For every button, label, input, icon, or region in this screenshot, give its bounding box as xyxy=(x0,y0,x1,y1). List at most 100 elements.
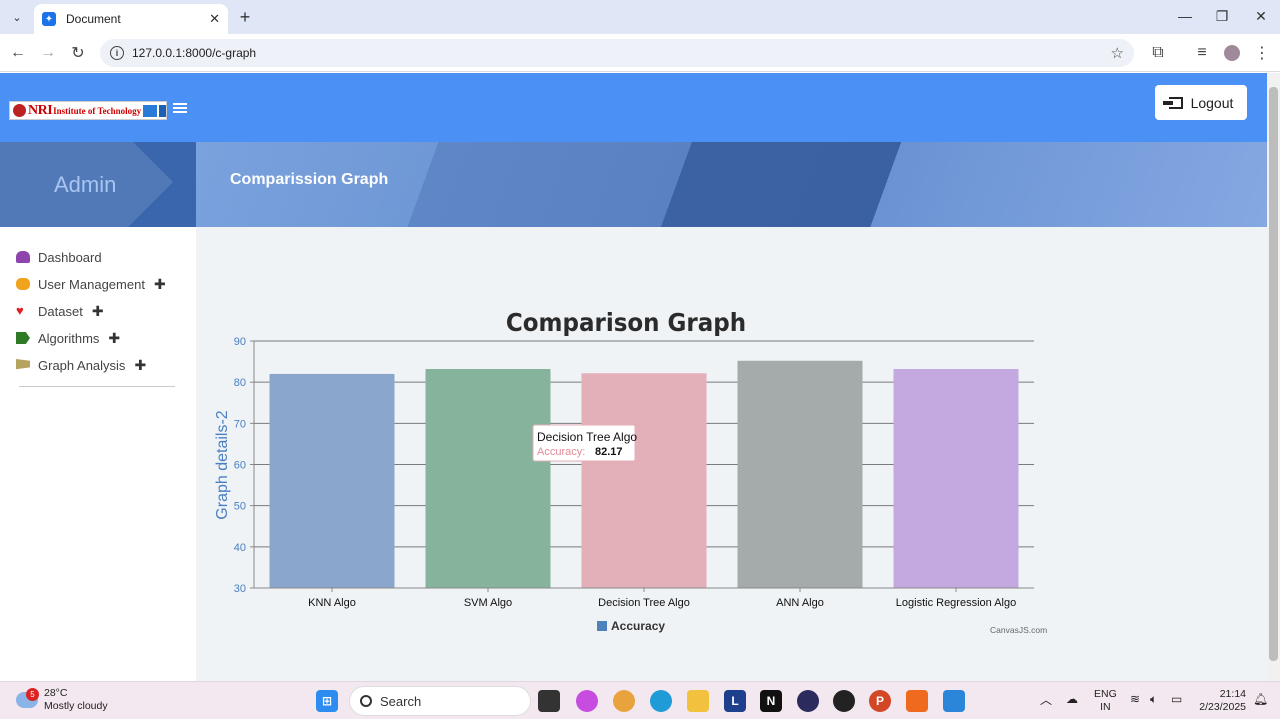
x-tick-label: ANN Algo xyxy=(776,597,824,609)
chart-legend[interactable]: Accuracy xyxy=(597,619,665,633)
admin-banner: Admin xyxy=(0,142,196,227)
new-tab-icon[interactable]: + xyxy=(239,6,251,27)
reload-icon[interactable]: ↻ xyxy=(71,45,85,62)
eclipse-icon[interactable] xyxy=(797,690,819,712)
cloud-icon: 5 xyxy=(16,688,39,708)
tooltip-category: Decision Tree Algo xyxy=(537,430,637,444)
notifications-bell-icon[interactable]: 🔔︎ xyxy=(1253,692,1269,706)
browser-tab[interactable]: ✦ Document ✕ xyxy=(34,4,228,34)
sidebar-item-label: Dataset xyxy=(38,303,83,319)
forward-icon[interactable]: → xyxy=(40,44,56,61)
browser-menu-icon[interactable]: ⋮ xyxy=(1254,45,1270,62)
minimize-icon[interactable]: — xyxy=(1178,8,1192,24)
tooltip-value: 82.17 xyxy=(595,446,623,458)
y-tick-label: 90 xyxy=(234,336,246,348)
maximize-icon[interactable]: ❐ xyxy=(1215,7,1229,24)
y-tick-label: 80 xyxy=(234,377,246,389)
site-info-icon[interactable]: i xyxy=(110,46,124,60)
back-icon[interactable]: ← xyxy=(10,44,26,61)
language-indicator[interactable]: ENG IN xyxy=(1094,688,1117,714)
page-scrollbar[interactable] xyxy=(1267,73,1280,681)
bookmark-star-icon[interactable]: ☆ xyxy=(1110,45,1124,62)
powerpoint-icon[interactable]: P xyxy=(869,690,891,712)
tab-favicon-icon: ✦ xyxy=(42,12,56,26)
wifi-icon[interactable]: ≋ xyxy=(1130,692,1141,706)
logo-text-secondary: Institute of Technology xyxy=(53,105,142,116)
y-tick-label: 60 xyxy=(234,460,246,472)
expand-plus-icon[interactable]: ✚ xyxy=(153,275,166,292)
address-bar[interactable]: i 127.0.0.1:8000/c-graph ☆ xyxy=(100,39,1134,67)
edge-icon[interactable] xyxy=(650,690,672,712)
weather-widget[interactable]: 5 28°C Mostly cloudy xyxy=(16,687,108,713)
onedrive-icon[interactable]: ☁ xyxy=(1066,692,1078,706)
hamburger-menu-icon[interactable] xyxy=(173,101,187,115)
tab-search-chevron-icon[interactable]: ⌄ xyxy=(12,11,22,24)
y-tick-label: 70 xyxy=(234,418,246,430)
institute-logo[interactable]: NRI Institute of Technology xyxy=(9,101,167,120)
app-l-icon[interactable]: L xyxy=(724,690,746,712)
tab-close-icon[interactable]: ✕ xyxy=(209,11,220,26)
show-hidden-icons-icon[interactable]: ︿ xyxy=(1040,693,1053,707)
media-control-icon[interactable]: ≡ xyxy=(1197,44,1207,61)
expand-plus-icon[interactable]: ✚ xyxy=(134,356,147,373)
chart-bar[interactable] xyxy=(425,368,551,588)
legend-label: Accuracy xyxy=(611,619,665,633)
language-code: ENG xyxy=(1094,688,1117,700)
expand-plus-icon[interactable]: ✚ xyxy=(108,329,121,346)
sidebar-item-dashboard[interactable]: Dashboard xyxy=(16,247,102,267)
chart-credit[interactable]: CanvasJS.com xyxy=(990,625,1047,635)
page-banner: Comparission Graph xyxy=(196,142,1267,227)
volume-icon[interactable]: 🔈︎ xyxy=(1150,692,1158,706)
language-region: IN xyxy=(1100,701,1111,713)
logo-seal-icon xyxy=(13,104,26,117)
sidebar-item-dataset[interactable]: ♥ Dataset ✚ xyxy=(16,301,104,321)
address-url[interactable]: 127.0.0.1:8000/c-graph xyxy=(132,46,257,60)
sidebar-item-algorithms[interactable]: Algorithms ✚ xyxy=(16,328,120,348)
notion-icon[interactable]: N xyxy=(760,690,782,712)
clock[interactable]: 21:14 2/23/2025 xyxy=(1198,688,1246,714)
browser-tab-bar: ⌄ ✦ Document ✕ + — ❐ ✕ xyxy=(0,0,1280,34)
x-tick-label: SVM Algo xyxy=(464,597,512,609)
y-tick-label: 30 xyxy=(234,583,246,595)
weather-temperature: 28°C xyxy=(44,687,68,699)
flag-icon xyxy=(16,359,30,370)
chart-bar[interactable] xyxy=(737,360,863,588)
scrollbar-thumb[interactable] xyxy=(1269,87,1278,661)
copilot-icon[interactable] xyxy=(576,690,598,712)
vscode-icon[interactable] xyxy=(943,690,965,712)
tooltip-series-label: Accuracy: xyxy=(537,446,585,458)
chart-bar[interactable] xyxy=(581,373,707,588)
chart-bar[interactable] xyxy=(893,368,1019,588)
dashboard-icon xyxy=(16,251,30,263)
app-header: NRI Institute of Technology xyxy=(0,73,1267,142)
extensions-icon[interactable]: ⧉ xyxy=(1152,44,1164,61)
sidebar-item-label: Dashboard xyxy=(38,249,102,265)
chatgpt-icon[interactable] xyxy=(833,690,855,712)
y-tick-label: 40 xyxy=(234,542,246,554)
comparison-chart[interactable]: Comparison Graph Graph details-2 30 40 50 6… xyxy=(196,227,1267,681)
expand-plus-icon[interactable]: ✚ xyxy=(91,302,104,319)
chart-bar[interactable] xyxy=(269,373,395,588)
sidebar-title: Admin xyxy=(54,172,117,197)
logout-button[interactable]: Logout xyxy=(1155,85,1247,120)
logout-label: Logout xyxy=(1190,94,1234,111)
heart-icon: ♥ xyxy=(16,303,24,318)
browser-toolbar: ← → ↻ i 127.0.0.1:8000/c-graph ☆ ⧉ ≡ ⋮ xyxy=(0,34,1280,72)
window-close-icon[interactable]: ✕ xyxy=(1255,7,1267,24)
sidebar-item-graph-analysis[interactable]: Graph Analysis ✚ xyxy=(16,355,146,375)
xampp-icon[interactable] xyxy=(906,690,928,712)
chrome-icon[interactable] xyxy=(613,690,635,712)
logo-text-primary: NRI xyxy=(28,102,53,118)
file-explorer-icon[interactable] xyxy=(687,690,709,712)
task-view-icon[interactable] xyxy=(538,690,560,712)
windows-start-icon[interactable]: ⊞ xyxy=(316,690,338,712)
tooltip-box xyxy=(532,424,636,462)
sign-out-icon xyxy=(1162,96,1183,109)
taskbar-search[interactable]: Search xyxy=(349,686,531,716)
tags-icon xyxy=(16,332,30,344)
search-label: Search xyxy=(380,693,422,709)
chart-tooltip: Decision Tree Algo Accuracy: 82.17 xyxy=(532,424,637,462)
profile-avatar-icon[interactable] xyxy=(1220,41,1244,65)
sidebar-item-user-management[interactable]: User Management ✚ xyxy=(16,274,166,294)
battery-icon[interactable]: ▭ xyxy=(1171,692,1183,706)
